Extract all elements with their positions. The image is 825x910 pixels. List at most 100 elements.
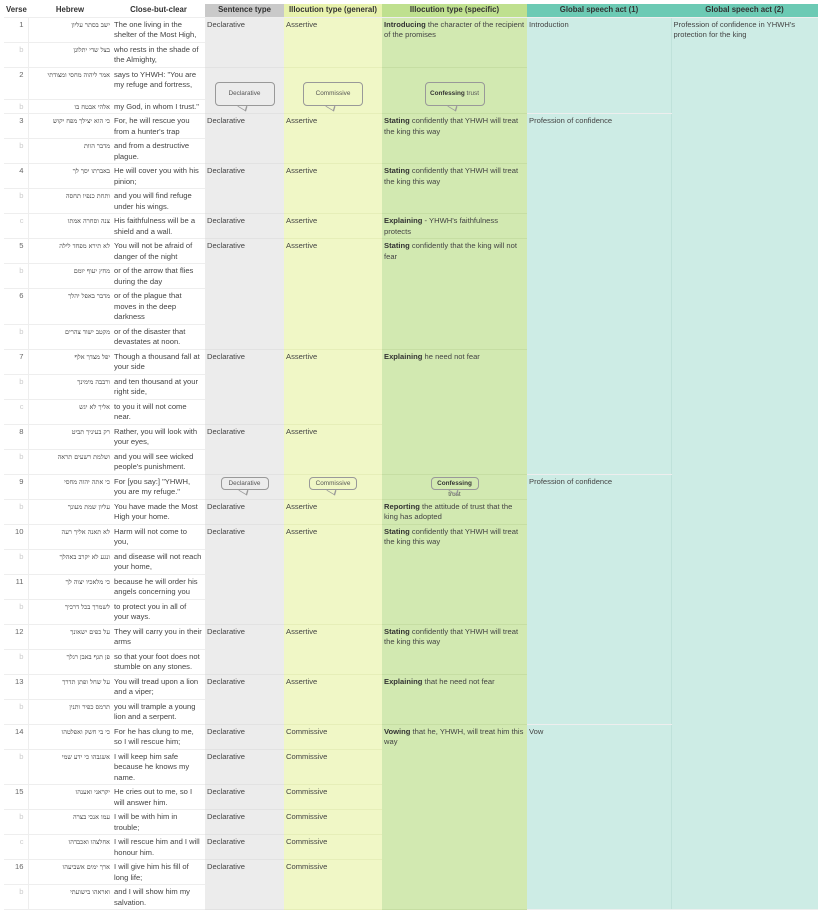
verse-cell[interactable]: c <box>4 213 29 239</box>
hebrew-cell[interactable]: כי בי חשק ואפלטהו <box>28 724 112 750</box>
sentence-type-cell[interactable]: Declarative <box>205 809 284 835</box>
header-verse[interactable]: Verse <box>4 4 28 18</box>
global-speech-act-1-cell[interactable]: Profession of confidence <box>527 474 672 725</box>
translation-cell[interactable]: Harm will not come to you, <box>112 524 205 550</box>
translation-cell[interactable]: so that your foot does not stumble on an… <box>112 649 205 675</box>
sentence-type-cell[interactable]: Declarative <box>205 524 284 625</box>
illocution-specific-cell[interactable]: Explaining that he need not fear <box>382 674 527 725</box>
hebrew-cell[interactable]: בצל שדי יתלונן <box>28 42 112 68</box>
hebrew-cell[interactable]: מדבר באפל יהלך <box>28 288 112 325</box>
global-speech-act-1-cell[interactable]: Introduction <box>527 17 672 114</box>
hebrew-cell[interactable]: עמו אנכי בצרה <box>28 809 112 835</box>
sentence-type-cell[interactable]: Declarative <box>205 834 284 860</box>
sentence-type-cell[interactable]: Declarative <box>205 784 284 810</box>
global-speech-act-2-cell[interactable]: Profession of confidence in YHWH's prote… <box>671 17 818 910</box>
hebrew-cell[interactable]: עליון שמת מעונך <box>28 499 112 525</box>
verse-cell[interactable]: 8 <box>4 424 29 450</box>
verse-cell[interactable]: 11 <box>4 574 29 600</box>
verse-cell[interactable]: 3 <box>4 113 29 139</box>
illocution-general-cell[interactable]: Assertive <box>284 674 382 725</box>
translation-cell[interactable]: and you will find refuge under his wings… <box>112 188 205 214</box>
illocution-specific-cell[interactable]: Introducing the character of the recipie… <box>382 17 527 68</box>
illocution-general-cell[interactable]: Assertive <box>284 424 382 475</box>
sentence-type-cell[interactable]: Declarative <box>205 17 284 68</box>
sentence-type-cell[interactable]: Declarative <box>205 624 284 675</box>
verse-cell[interactable]: 1 <box>4 17 29 43</box>
hebrew-cell[interactable]: ורבבה מימינך <box>28 374 112 400</box>
sentence-type-cell[interactable]: Declarative <box>205 238 284 350</box>
header-illocution-specific[interactable]: Illocution type (specific) <box>382 4 527 18</box>
header-sentence-type[interactable]: Sentence type <box>205 4 284 18</box>
hebrew-cell[interactable]: לא תאנה אליך רעה <box>28 524 112 550</box>
translation-cell[interactable]: to you it will not come near. <box>112 399 205 425</box>
hebrew-cell[interactable]: יפל מצדך אלף <box>28 349 112 375</box>
illocution-general-cell[interactable]: Assertive <box>284 524 382 625</box>
hebrew-cell[interactable]: אליך לא יגש <box>28 399 112 425</box>
translation-cell[interactable]: For [you say:] "YHWH, you are my refuge.… <box>112 474 205 500</box>
illocution-specific-cell[interactable]: Vowing that he, YHWH, will treat him thi… <box>382 724 527 910</box>
verse-cell[interactable]: b <box>4 599 29 625</box>
illocution-general-cell[interactable]: Commissive <box>284 724 382 750</box>
verse-cell[interactable]: b <box>4 42 29 68</box>
hebrew-cell[interactable]: על שחל ופתן תדרך <box>28 674 112 700</box>
hebrew-cell[interactable]: באברתו יסך לך <box>28 163 112 189</box>
header-global-speech-act-2[interactable]: Global speech act (2) <box>671 4 818 18</box>
verse-cell[interactable]: b <box>4 324 29 350</box>
hebrew-cell[interactable]: רק בעיניך תביט <box>28 424 112 450</box>
verse-cell[interactable]: b <box>4 549 29 575</box>
sentence-type-cell[interactable]: Declarative <box>205 859 284 910</box>
translation-cell[interactable]: I will rescue him and I will honour him. <box>112 834 205 860</box>
translation-cell[interactable]: For, he will rescue you from a hunter's … <box>112 113 205 139</box>
illocution-general-cell[interactable]: Assertive <box>284 238 382 350</box>
hebrew-cell[interactable]: אמר ליהוה מחסי ומצודתי <box>28 67 112 100</box>
illocution-general-cell[interactable]: Assertive <box>284 163 382 214</box>
sentence-type-cell[interactable]: Declarative <box>205 113 284 164</box>
illocution-general-cell[interactable]: Commissive <box>284 784 382 810</box>
translation-cell[interactable]: and ten thousand at your right side, <box>112 374 205 400</box>
verse-cell[interactable]: b <box>4 138 29 164</box>
illocution-general-cell[interactable]: Assertive <box>284 17 382 68</box>
illocution-specific-cell[interactable]: Reporting the attitude of trust that the… <box>382 499 527 525</box>
translation-cell[interactable]: You will not be afraid of danger of the … <box>112 238 205 264</box>
illocution-general-cell[interactable]: Commissive <box>284 834 382 860</box>
verse-cell[interactable]: b <box>4 449 29 475</box>
translation-cell[interactable]: or of the plague that moves in the deep … <box>112 288 205 325</box>
translation-cell[interactable]: because he will order his angels concern… <box>112 574 205 600</box>
translation-cell[interactable]: or of the arrow that flies during the da… <box>112 263 205 289</box>
hebrew-cell[interactable]: ארך ימים אשביעהו <box>28 859 112 885</box>
illocution-general-cell[interactable]: Assertive <box>284 113 382 164</box>
verse-cell[interactable]: c <box>4 399 29 425</box>
verse-cell[interactable]: b <box>4 649 29 675</box>
translation-cell[interactable]: and disease will not reach your home, <box>112 549 205 575</box>
illocution-general-cell[interactable]: Commissive <box>284 474 382 500</box>
translation-cell[interactable]: You have made the Most High your home. <box>112 499 205 525</box>
hebrew-cell[interactable]: מחץ יעוף יומם <box>28 263 112 289</box>
illocution-specific-cell[interactable]: Explaining he need not fear <box>382 349 527 475</box>
illocution-general-cell[interactable]: Assertive <box>284 349 382 425</box>
translation-cell[interactable]: and you will see wicked people's punishm… <box>112 449 205 475</box>
translation-cell[interactable]: or of the disaster that devastates at no… <box>112 324 205 350</box>
translation-cell[interactable]: I will keep him safe because he knows my… <box>112 749 205 785</box>
verse-cell[interactable]: b <box>4 263 29 289</box>
translation-cell[interactable]: For he has clung to me, so I will rescue… <box>112 724 205 750</box>
translation-cell[interactable]: Though a thousand fall at your side <box>112 349 205 375</box>
illocution-general-cell[interactable]: Assertive <box>284 499 382 525</box>
illocution-specific-cell[interactable]: Stating confidently that YHWH will treat… <box>382 524 527 625</box>
translation-cell[interactable]: He cries out to me, so I will answer him… <box>112 784 205 810</box>
hebrew-cell[interactable]: ואראהו בישועתי <box>28 884 112 910</box>
sentence-type-cell[interactable]: Declarative <box>205 749 284 785</box>
verse-cell[interactable]: 10 <box>4 524 29 550</box>
sentence-type-cell[interactable]: Declarative <box>205 424 284 475</box>
verse-cell[interactable]: 5 <box>4 238 29 264</box>
translation-cell[interactable]: says to YHWH: "You are my refuge and for… <box>112 67 205 100</box>
header-global-speech-act-1[interactable]: Global speech act (1) <box>527 4 671 18</box>
hebrew-cell[interactable]: לשמרך בכל דרכיך <box>28 599 112 625</box>
hebrew-cell[interactable]: תרמס כפיר ותנין <box>28 699 112 725</box>
verse-cell[interactable]: 7 <box>4 349 29 375</box>
verse-cell[interactable]: 9 <box>4 474 29 500</box>
illocution-specific-cell[interactable]: Confessing trust <box>382 474 527 500</box>
translation-cell[interactable]: Rather, you will look with your eyes, <box>112 424 205 450</box>
verse-cell[interactable]: b <box>4 99 29 114</box>
hebrew-cell[interactable]: ושלמת רשעים תראה <box>28 449 112 475</box>
hebrew-cell[interactable]: על כפים ישאונך <box>28 624 112 650</box>
